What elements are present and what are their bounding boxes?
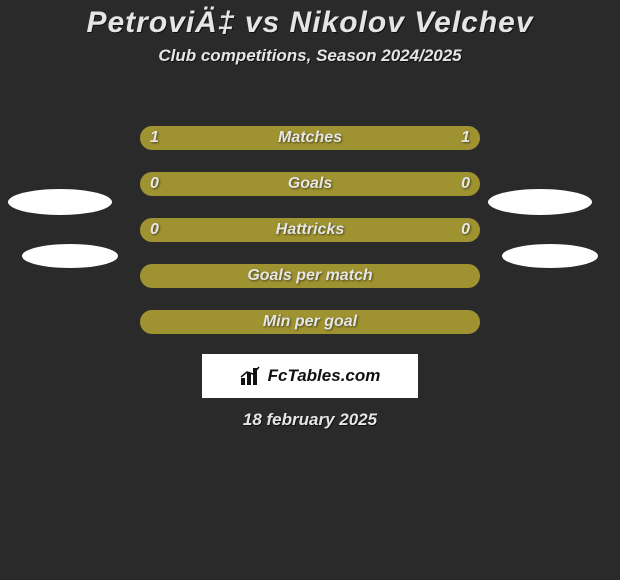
stat-row: 1 Matches 1 — [140, 126, 480, 150]
subtitle: Club competitions, Season 2024/2025 — [0, 46, 620, 66]
date-label: 18 february 2025 — [0, 410, 620, 430]
bar-chart-icon — [240, 366, 262, 386]
logo-text: FcTables.com — [268, 366, 381, 386]
stat-row: Min per goal — [140, 310, 480, 334]
side-ellipse — [502, 244, 598, 268]
stat-left-value: 1 — [150, 129, 159, 147]
stat-left-value: 0 — [150, 221, 159, 239]
stat-right-value: 0 — [461, 175, 470, 193]
stat-row: 0 Goals 0 — [140, 172, 480, 196]
stat-label: Goals per match — [247, 267, 372, 285]
side-ellipse — [22, 244, 118, 268]
stat-right-value: 1 — [461, 129, 470, 147]
stat-row: 0 Hattricks 0 — [140, 218, 480, 242]
side-ellipse — [488, 189, 592, 215]
stat-rows: 1 Matches 1 0 Goals 0 0 Hattricks 0 Goals per mat… — [140, 126, 480, 356]
stat-label: Matches — [278, 129, 342, 147]
stat-label: Min per goal — [263, 313, 357, 331]
stat-label: Goals — [288, 175, 332, 193]
stat-right-value: 0 — [461, 221, 470, 239]
comparison-infographic: PetroviÄ‡ vs Nikolov Velchev Club compet… — [0, 0, 620, 580]
fctables-logo: FcTables.com — [200, 352, 420, 400]
stat-left-value: 0 — [150, 175, 159, 193]
stat-label: Hattricks — [276, 221, 344, 239]
side-ellipse — [8, 189, 112, 215]
page-title: PetroviÄ‡ vs Nikolov Velchev — [0, 0, 620, 40]
stat-row: Goals per match — [140, 264, 480, 288]
